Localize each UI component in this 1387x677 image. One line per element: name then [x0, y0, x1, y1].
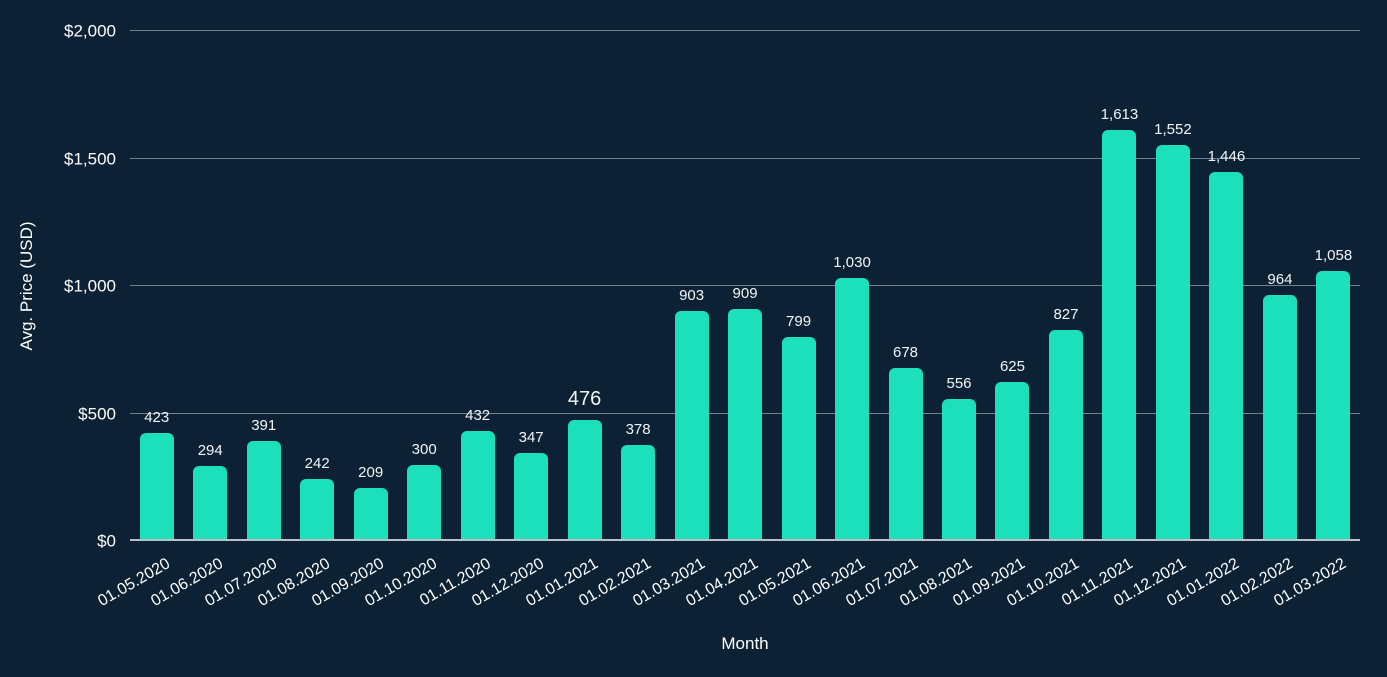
bar[interactable]	[995, 381, 1030, 541]
y-tick-label: $0	[97, 531, 116, 551]
bar-slot: 391	[237, 31, 290, 541]
bar-value-label: 964	[1267, 271, 1293, 289]
bar-slot: 903	[665, 31, 718, 541]
bar[interactable]	[728, 309, 763, 541]
y-tick-label: $500	[78, 404, 116, 423]
x-axis: 01.05.2020 01.06.2020 01.07.2020 01.08.2020…	[95, 541, 1360, 641]
bar-slot: 909	[718, 31, 771, 541]
bar[interactable]	[407, 464, 442, 541]
bar-value-label: 378	[625, 420, 651, 438]
bar-value-label: 209	[358, 463, 384, 481]
bar-value-label: 1,058	[1314, 247, 1353, 265]
bar-value-label: 1,613	[1100, 105, 1139, 123]
bar-value-label: 476	[567, 387, 602, 410]
bar-value-label: 827	[1053, 306, 1079, 324]
gridline	[130, 30, 1360, 31]
bar-value-label: 556	[946, 375, 972, 393]
bars-layer: 423 294 391 242 209 300 432 347 476 378 903 909 799 1…	[130, 31, 1360, 541]
bar-slot: 476	[558, 31, 611, 541]
bar-slot: 432	[451, 31, 504, 541]
bar[interactable]	[1209, 172, 1244, 541]
bar[interactable]	[1316, 271, 1351, 541]
bar-value-label: 799	[786, 313, 812, 331]
bar-slot: 1,552	[1146, 31, 1199, 541]
bar-value-label: 625	[999, 357, 1025, 375]
bar-slot: 1,030	[825, 31, 878, 541]
bar[interactable]	[353, 487, 388, 541]
gridline	[130, 157, 1360, 159]
bar[interactable]	[888, 368, 923, 541]
bar-value-label: 294	[197, 442, 223, 460]
bar-slot: 799	[772, 31, 825, 541]
bar-slot: 347	[504, 31, 557, 541]
bar-value-label: 1,030	[833, 254, 871, 272]
bar-value-label: 242	[304, 455, 330, 473]
bar[interactable]	[193, 466, 228, 541]
bar[interactable]	[514, 452, 549, 541]
bar-slot: 294	[183, 31, 236, 541]
bar[interactable]	[1262, 295, 1297, 541]
bar-slot: 556	[932, 31, 985, 541]
y-tick-label: $1,500	[64, 149, 116, 168]
bar-value-label: 300	[411, 440, 437, 458]
bar-value-label: 678	[893, 344, 919, 362]
plot-area: $0 $500 $1,000 $1,500 $2,000 423 294 391 242 209…	[64, 23, 1360, 550]
bar-slot: 964	[1253, 31, 1306, 541]
bar-slot: 423	[130, 31, 183, 541]
bar-slot: 1,446	[1200, 31, 1253, 541]
bar[interactable]	[1155, 145, 1190, 541]
bar[interactable]	[300, 479, 335, 541]
bar-slot: 827	[1039, 31, 1092, 541]
bar-value-label: 909	[732, 285, 758, 303]
bar-slot: 300	[397, 31, 450, 541]
bar[interactable]	[246, 441, 281, 541]
bar-slot: 625	[986, 31, 1039, 541]
bar-slot: 378	[611, 31, 664, 541]
gridline	[130, 539, 1360, 541]
y-axis-title: Avg. Price (USD)	[17, 221, 36, 351]
bar-value-label: 903	[679, 286, 705, 304]
bar-slot: 209	[344, 31, 397, 541]
bar-value-label: 391	[251, 417, 277, 435]
bar-value-label: 1,446	[1207, 148, 1246, 166]
x-slot: 01.03.2022	[1272, 541, 1360, 641]
bar-slot: 678	[879, 31, 932, 541]
bar-value-label: 423	[144, 409, 170, 427]
bar[interactable]	[621, 444, 656, 541]
bar-slot: 1,613	[1093, 31, 1146, 541]
bar-value-label: 432	[465, 406, 491, 424]
bar[interactable]	[1102, 129, 1137, 541]
bar[interactable]	[567, 419, 602, 541]
bar-value-label: 347	[518, 428, 544, 446]
gridline	[130, 285, 1360, 286]
bar-value-label: 1,552	[1154, 121, 1192, 139]
bar-slot: 242	[290, 31, 343, 541]
bar[interactable]	[1048, 330, 1083, 541]
y-tick-label: $2,000	[64, 21, 116, 41]
x-axis-title: Month	[721, 634, 769, 653]
bar[interactable]	[942, 399, 976, 541]
bar[interactable]	[139, 433, 174, 541]
bar-slot: 1,058	[1307, 31, 1360, 541]
bar[interactable]	[835, 278, 870, 541]
bar[interactable]	[781, 337, 816, 541]
bar[interactable]	[674, 310, 709, 541]
y-tick-label: $1,000	[64, 276, 116, 296]
bar[interactable]	[460, 430, 495, 541]
